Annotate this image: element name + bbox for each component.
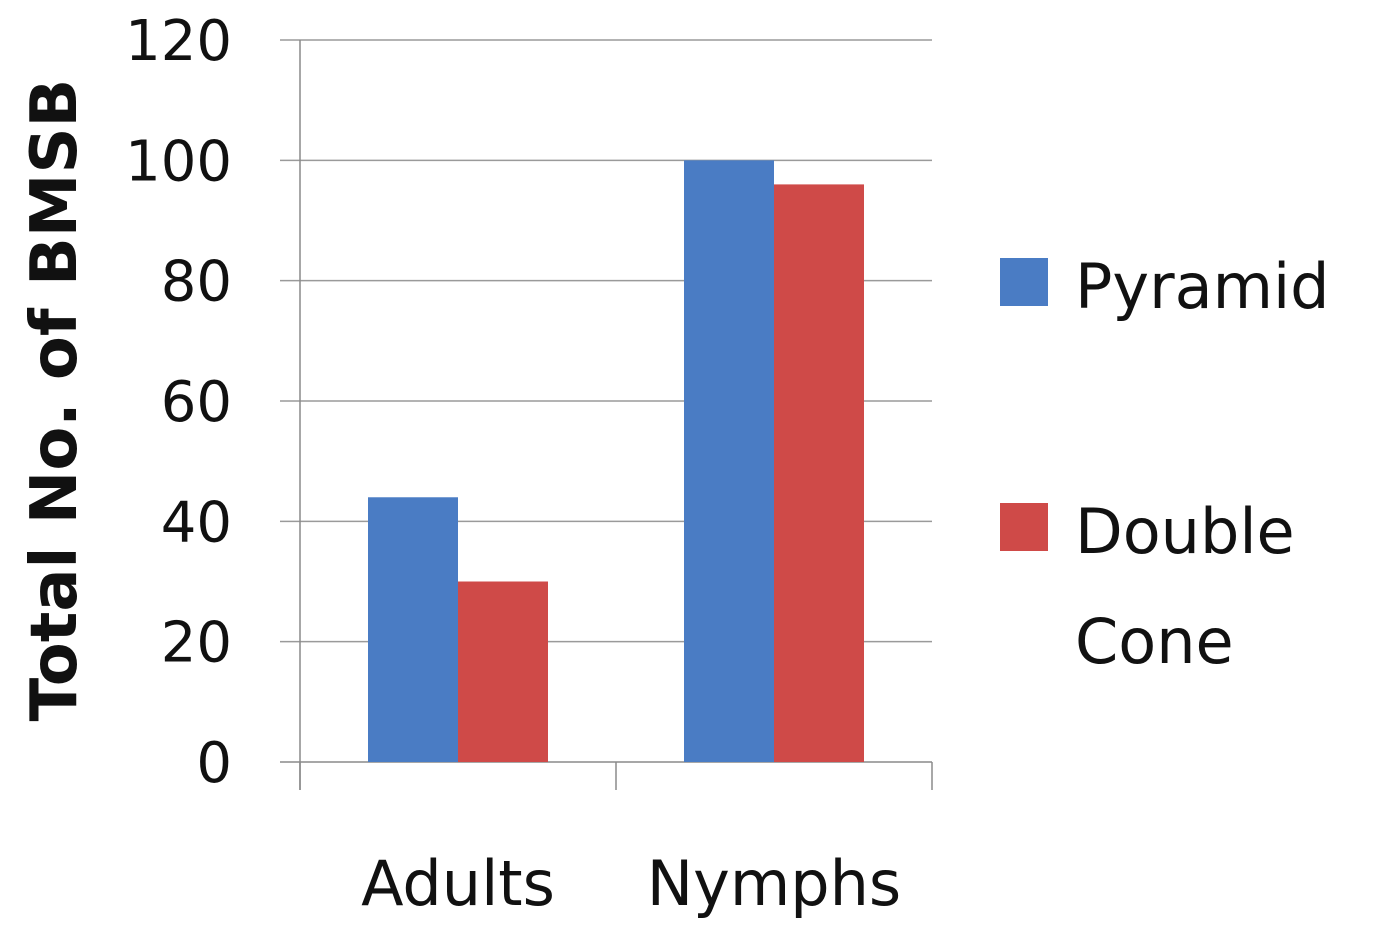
- bar: [368, 497, 458, 762]
- bars: [368, 160, 864, 763]
- legend-swatch: [1000, 258, 1048, 306]
- x-category-label: Nymphs: [647, 847, 901, 920]
- legend: Pyramid Double Cone: [1000, 250, 1330, 678]
- y-tick-label: 20: [161, 611, 232, 676]
- y-tick-labels: 0 20 40 60 80 100 120: [125, 9, 232, 796]
- x-category-labels: Adults Nymphs: [361, 847, 901, 920]
- y-axis-title: Total No. of BMSB: [18, 79, 92, 722]
- y-tick-label: 100: [125, 129, 232, 194]
- bar: [458, 581, 548, 762]
- y-tick-label: 40: [161, 490, 232, 555]
- y-tick-label: 0: [196, 731, 232, 796]
- x-category-label: Adults: [361, 847, 555, 920]
- legend-swatch: [1000, 503, 1048, 551]
- y-tick-label: 80: [161, 250, 232, 315]
- bar: [684, 160, 774, 763]
- y-tick-label: 60: [161, 370, 232, 435]
- y-tick-label: 120: [125, 9, 232, 74]
- legend-label: Pyramid: [1075, 250, 1330, 323]
- legend-label: Cone: [1075, 605, 1234, 678]
- legend-label: Double: [1075, 495, 1295, 568]
- bar: [774, 184, 864, 762]
